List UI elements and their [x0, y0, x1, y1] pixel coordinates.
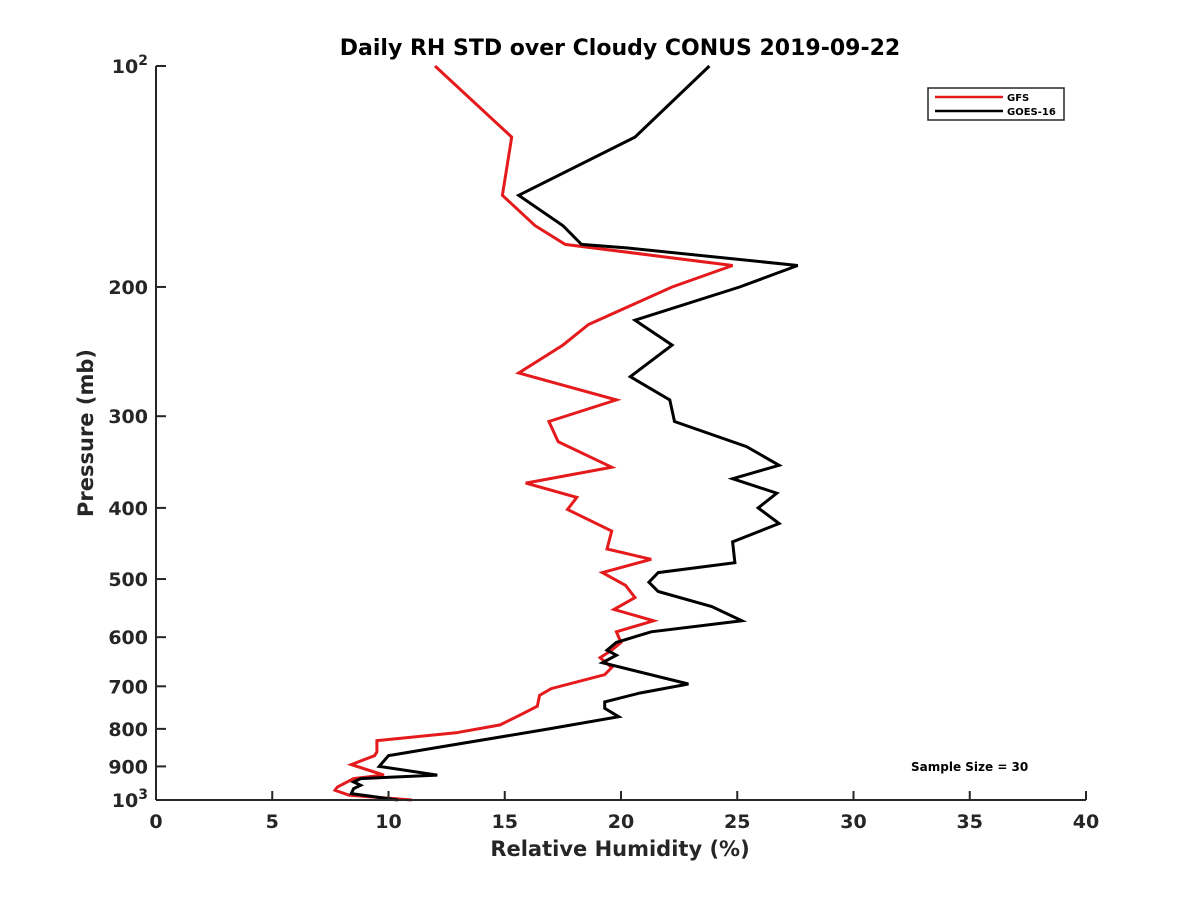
y-tick-label: 800	[108, 719, 148, 741]
y-tick-label: 400	[108, 498, 148, 520]
legend: GFS GOES-16	[927, 87, 1065, 121]
y-tick-label: 200	[108, 277, 148, 299]
chart-title: Daily RH STD over Cloudy CONUS 2019-09-2…	[340, 36, 900, 61]
x-tick-label: 15	[492, 811, 518, 833]
x-tick-label: 0	[149, 811, 162, 833]
x-tick-label: 40	[1073, 811, 1099, 833]
y-tick-label: 300	[108, 406, 148, 428]
x-tick-label: 20	[608, 811, 634, 833]
x-tick-label: 30	[840, 811, 866, 833]
legend-label-goes16: GOES-16	[1007, 107, 1056, 118]
legend-label-gfs: GFS	[1007, 93, 1029, 104]
x-tick-label: 25	[724, 811, 750, 833]
series-line-goes16	[349, 64, 799, 802]
x-tick-label: 5	[266, 811, 279, 833]
y-tick-label: 900	[108, 756, 148, 778]
x-tick-label: 35	[957, 811, 983, 833]
y-axis-label: Pressure (mb)	[74, 349, 98, 517]
x-axis-label: Relative Humidity (%)	[490, 837, 749, 861]
series-line-gfs	[332, 64, 734, 802]
sample-size-annotation: Sample Size = 30	[911, 760, 1028, 774]
y-tick-label: 600	[108, 627, 148, 649]
y-tick-label: 700	[108, 676, 148, 698]
series-layer	[332, 64, 799, 802]
x-tick-label: 10	[375, 811, 401, 833]
legend-box	[927, 87, 1065, 121]
y-tick-label: 500	[108, 569, 148, 591]
x-axis-ticks: 0 5 10 15 20 25 30 35 40	[149, 791, 1099, 833]
